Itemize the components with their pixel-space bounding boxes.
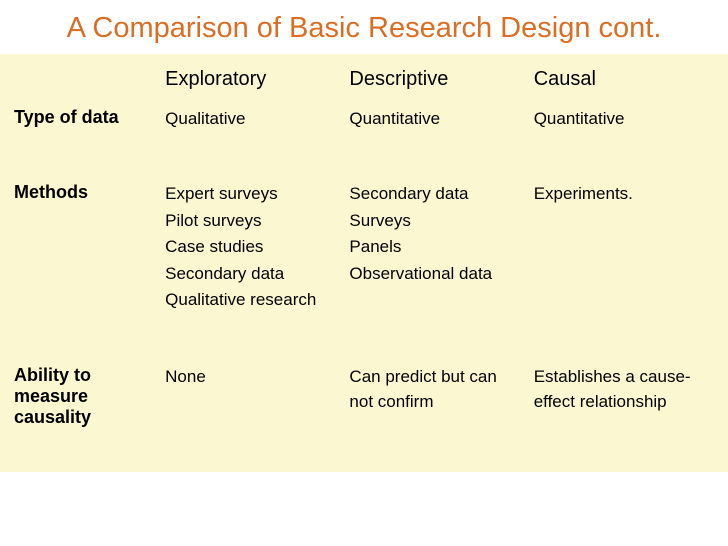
method-item: Secondary data	[349, 182, 521, 207]
row-ability: Ability to measure causality None Can pr…	[14, 361, 714, 432]
row-type-of-data: Type of data Qualitative Quantitative Qu…	[14, 103, 714, 136]
header-row: Exploratory Descriptive Causal	[14, 62, 714, 103]
cell-type-exploratory: Qualitative	[161, 103, 345, 136]
cell-type-causal: Quantitative	[530, 103, 714, 136]
method-item: Secondary data	[165, 262, 337, 287]
method-item: Expert surveys	[165, 182, 337, 207]
method-item: Panels	[349, 235, 521, 260]
comparison-table-area: Exploratory Descriptive Causal Type of d…	[0, 54, 728, 472]
method-item: Surveys	[349, 209, 521, 234]
spacer-row	[14, 319, 714, 361]
corner-cell	[14, 62, 161, 103]
slide-title: A Comparison of Basic Research Design co…	[0, 0, 728, 54]
row-header-methods: Methods	[14, 178, 161, 319]
col-header-causal: Causal	[530, 62, 714, 103]
row-header-type-of-data: Type of data	[14, 103, 161, 136]
cell-methods-exploratory: Expert surveys Pilot surveys Case studie…	[161, 178, 345, 319]
method-item: Case studies	[165, 235, 337, 260]
method-item: Observational data	[349, 262, 521, 287]
method-item: Experiments.	[534, 182, 706, 207]
cell-type-descriptive: Quantitative	[345, 103, 529, 136]
col-header-exploratory: Exploratory	[161, 62, 345, 103]
spacer-row	[14, 136, 714, 178]
cell-ability-exploratory: None	[161, 361, 345, 432]
method-item: Pilot surveys	[165, 209, 337, 234]
slide: A Comparison of Basic Research Design co…	[0, 0, 728, 546]
cell-methods-causal: Experiments.	[530, 178, 714, 319]
method-item: Qualitative research	[165, 288, 337, 313]
col-header-descriptive: Descriptive	[345, 62, 529, 103]
cell-methods-descriptive: Secondary data Surveys Panels Observatio…	[345, 178, 529, 319]
row-methods: Methods Expert surveys Pilot surveys Cas…	[14, 178, 714, 319]
comparison-table: Exploratory Descriptive Causal Type of d…	[14, 62, 714, 432]
cell-ability-causal: Establishes a cause-effect relationship	[530, 361, 714, 432]
row-header-ability: Ability to measure causality	[14, 361, 161, 432]
cell-ability-descriptive: Can predict but can not confirm	[345, 361, 529, 432]
